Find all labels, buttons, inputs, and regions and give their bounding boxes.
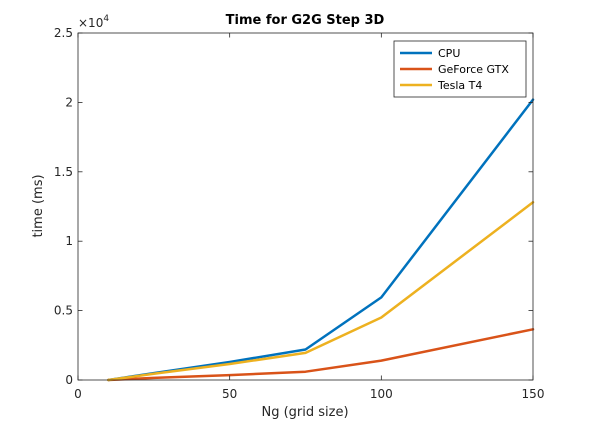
series-line-1 (107, 328, 535, 382)
y-tick-label: 0.5 (54, 304, 73, 318)
legend-label-1: GeForce GTX (438, 63, 509, 76)
y-tick-label: 1.5 (54, 165, 73, 179)
x-axis-label: Ng (grid size) (261, 405, 348, 420)
x-ticks: 0 50 100 150 (74, 33, 544, 401)
y-tick-label: 1 (65, 234, 73, 248)
x-tick-label: 150 (522, 387, 545, 401)
x-tick-label: 50 (222, 387, 237, 401)
x-tick-label: 0 (74, 387, 82, 401)
y-axis-exponent: ×104 (78, 14, 109, 30)
x-tick-label: 100 (370, 387, 393, 401)
y-axis-label: time (ms) (31, 174, 46, 237)
y-ticks: 0 0.5 1 1.5 2 2.5 (54, 26, 533, 387)
legend-label-0: CPU (438, 47, 460, 60)
axes-box (77, 32, 534, 381)
series-group (107, 98, 535, 382)
legend: CPU GeForce GTX Tesla T4 (393, 40, 527, 98)
series-line-2 (107, 201, 535, 382)
legend-label-2: Tesla T4 (437, 79, 482, 92)
y-tick-label: 2.5 (54, 26, 73, 40)
y-tick-label: 0 (65, 373, 73, 387)
y-tick-label: 2 (65, 95, 73, 109)
chart-title: Time for G2G Step 3D (226, 13, 385, 28)
axes (77, 32, 534, 381)
